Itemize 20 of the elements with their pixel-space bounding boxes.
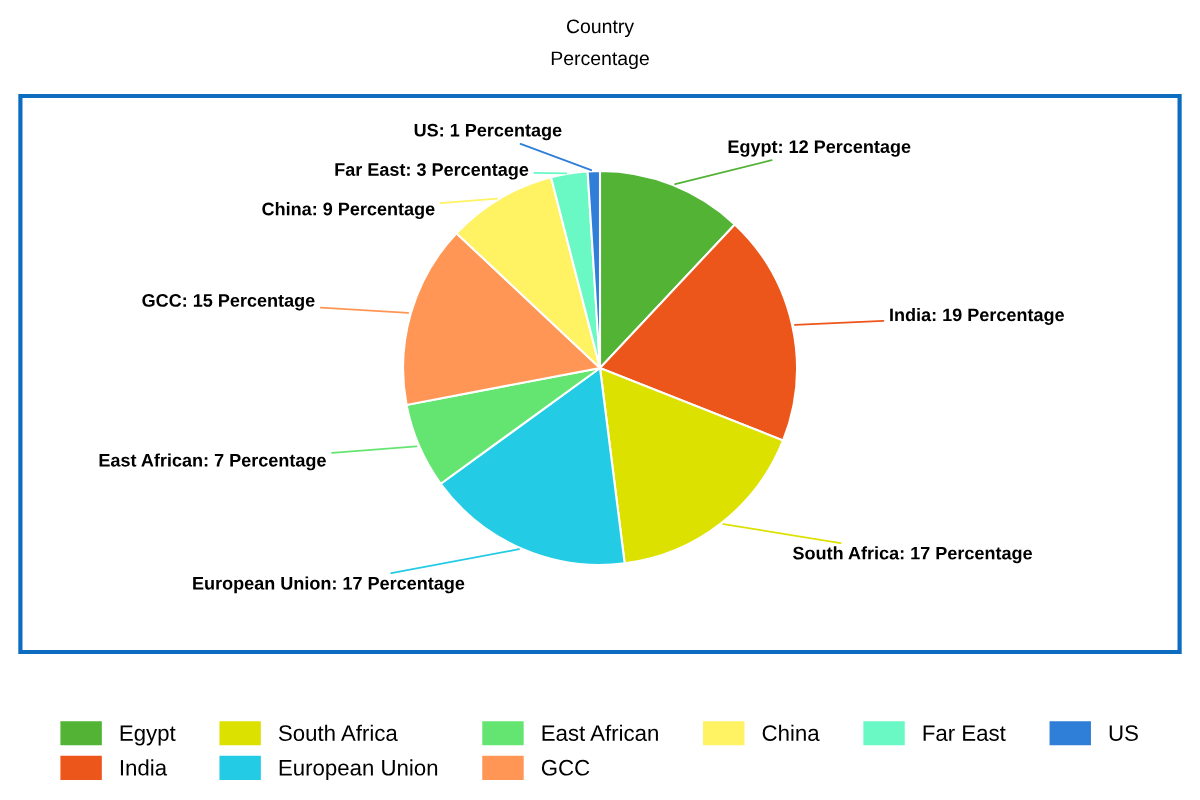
legend-label: US: [1109, 725, 1138, 741]
chart-title: Country: [566, 19, 635, 38]
legend-label: East African: [542, 724, 658, 741]
data-label: East African: 7 Percentage: [99, 453, 326, 471]
legend-label: Far East: [923, 725, 1006, 741]
data-label: Egypt: 12 Percentage: [728, 140, 911, 157]
legend-label: India: [120, 759, 168, 776]
chart-subtitle: Percentage: [551, 51, 649, 70]
data-label: European Union: 17 Percentage: [193, 576, 465, 594]
data-label: China: 9 Percentage: [262, 202, 435, 220]
data-label: US: 1 Percentage: [414, 123, 562, 141]
legend-label: China: [762, 724, 820, 741]
data-label: India: 19 Percentage: [890, 308, 1064, 325]
data-label: South Africa: 17 Percentage: [793, 546, 1032, 564]
data-label: Far East: 3 Percentage: [335, 163, 529, 180]
legend-label: GCC: [541, 759, 590, 776]
data-label: GCC: 15 Percentage: [142, 294, 315, 311]
legend-label: European Union: [279, 759, 438, 780]
legend-label: South Africa: [278, 724, 398, 741]
legend-label: Egypt: [120, 725, 176, 746]
